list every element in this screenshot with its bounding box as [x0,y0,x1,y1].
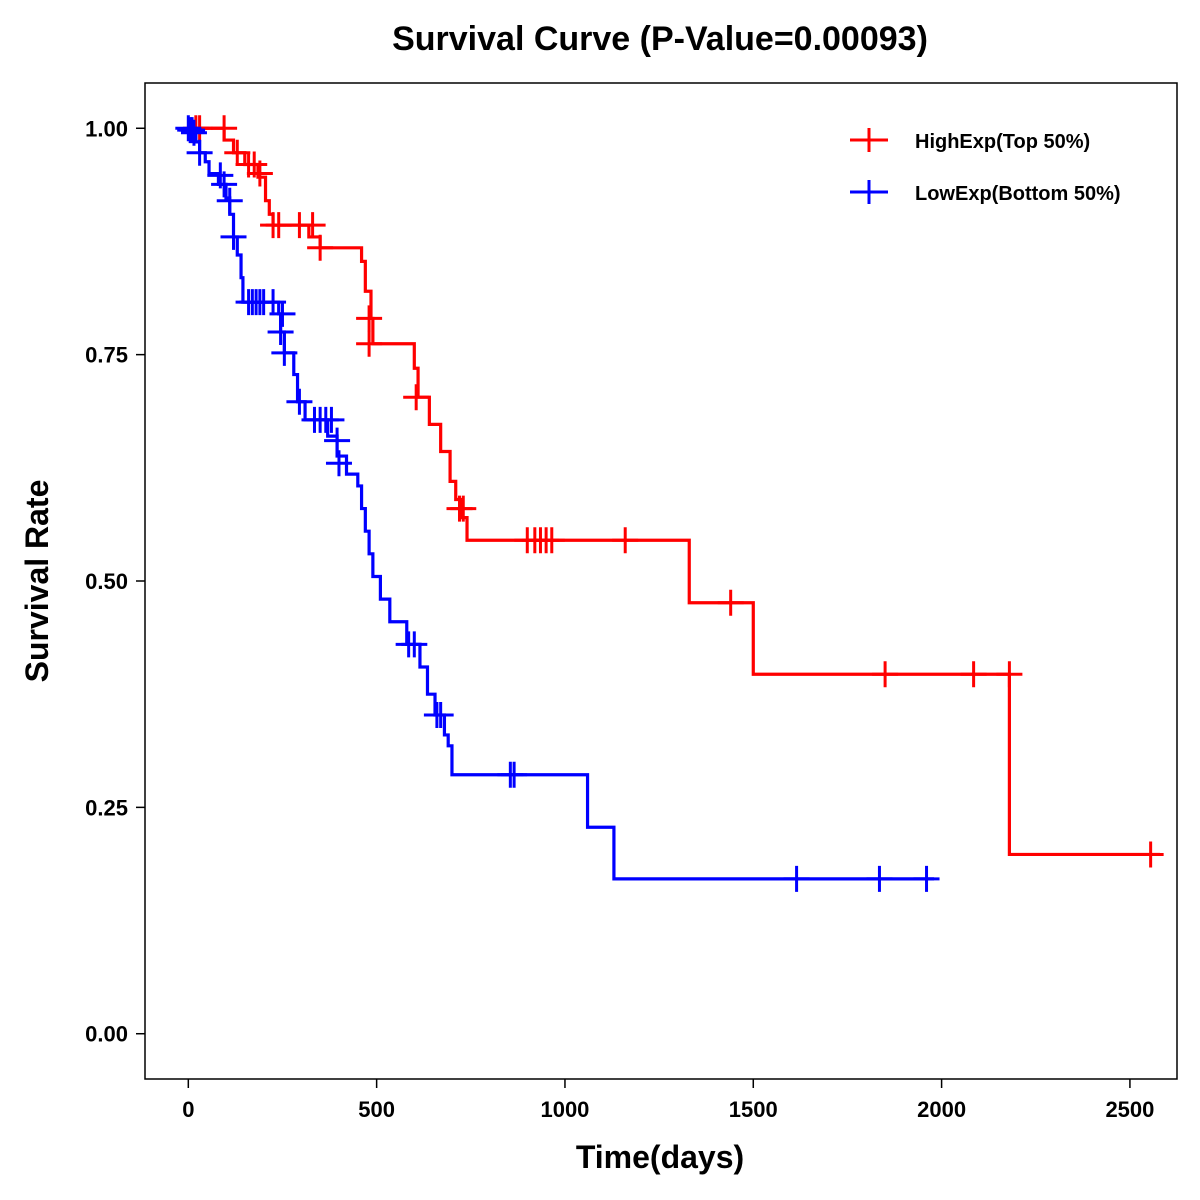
censor-mark-lowexp [913,865,940,892]
censor-mark-lowexp [286,388,313,415]
censor-mark-lowexp [180,119,207,146]
x-tick-label: 500 [358,1097,395,1122]
censor-mark-highexp [307,234,334,261]
x-tick-label: 0 [182,1097,194,1122]
series-layer [175,115,1164,892]
censor-mark-lowexp [401,631,428,658]
x-tick-label: 2000 [917,1097,966,1122]
x-axis-label: Time(days) [576,1139,744,1175]
censor-mark-lowexp [211,171,238,198]
y-tick-label: 0.75 [85,343,128,368]
y-tick-label: 0.00 [85,1022,128,1047]
censor-mark-lowexp [220,223,247,250]
censor-mark-highexp [717,589,744,616]
x-axis: 0 500 1000 1500 2000 2500 [182,1079,1154,1122]
censor-mark-highexp [356,330,383,357]
censor-mark-highexp [538,527,565,554]
survival-line-lowexp [188,126,935,881]
y-axis-label: Survival Rate [19,480,55,683]
censor-mark-highexp [960,661,987,688]
y-axis: 0.00 0.25 0.50 0.75 1.00 [85,116,145,1047]
censor-mark-lowexp [866,865,893,892]
censor-mark-highexp [299,212,326,239]
censor-mark-lowexp [318,406,345,433]
legend-label-lowexp: LowExp(Bottom 50%) [915,183,1121,205]
legend-item-highexp: HighExp(Top 50%) [850,128,1090,153]
censor-mark-lowexp [175,115,202,142]
censor-mark-lowexp [427,702,454,729]
series-highexp [182,115,1164,868]
censor-mark-lowexp [783,865,810,892]
censor-mark-highexp [996,661,1023,688]
censor-mark-highexp [872,661,899,688]
legend-item-lowexp: LowExp(Bottom 50%) [850,180,1121,205]
censor-mark-highexp [450,495,477,522]
x-tick-label: 1000 [540,1097,589,1122]
censor-mark-lowexp [269,300,296,327]
censor-mark-highexp [356,305,383,332]
survival-line-highexp [188,126,1161,857]
x-tick-label: 2500 [1105,1097,1154,1122]
y-tick-label: 0.50 [85,569,128,594]
legend: HighExp(Top 50%) LowExp(Bottom 50%) [850,128,1121,205]
censor-mark-highexp [224,139,251,166]
censor-mark-highexp [612,527,639,554]
y-tick-label: 0.25 [85,795,128,820]
censor-mark-lowexp [186,139,213,166]
censor-mark-lowexp [271,339,298,366]
censor-mark-lowexp [216,187,243,214]
censor-mark-lowexp [179,117,206,144]
chart-title: Survival Curve (P-Value=0.00093) [392,20,928,58]
y-tick-label: 1.00 [85,116,128,141]
censor-mark-highexp [403,384,430,411]
legend-label-highexp: HighExp(Top 50%) [915,131,1090,153]
censor-mark-lowexp [325,450,352,477]
censor-mark-lowexp [501,761,528,788]
censor-mark-highexp [246,160,273,187]
censor-mark-highexp [1137,841,1164,868]
x-tick-label: 1500 [729,1097,778,1122]
censor-mark-lowexp [267,319,294,345]
censor-mark-lowexp [324,427,351,454]
censor-mark-highexp [211,115,238,142]
series-lowexp [175,115,940,892]
